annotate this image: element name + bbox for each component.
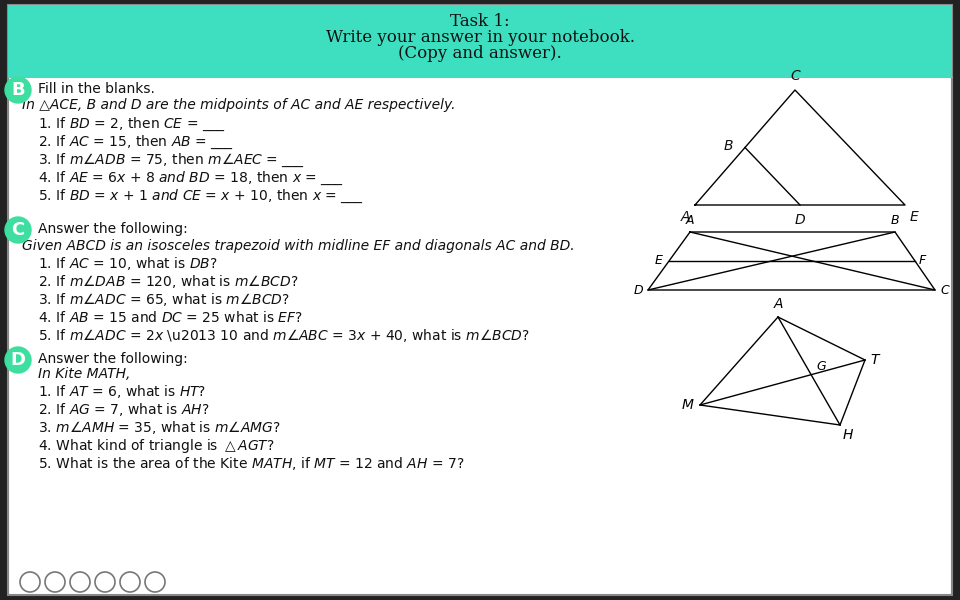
Text: Answer the following:: Answer the following: [38, 222, 188, 236]
Text: D: D [634, 283, 643, 296]
Text: T: T [870, 353, 878, 367]
Text: B: B [12, 81, 25, 99]
Text: A: A [685, 214, 694, 227]
Text: D: D [795, 213, 805, 227]
Text: (Copy and answer).: (Copy and answer). [398, 45, 562, 62]
Text: 3. If $m\angle ADC$ = 65, what is $m\angle BCD$?: 3. If $m\angle ADC$ = 65, what is $m\ang… [38, 292, 290, 308]
Text: C: C [12, 221, 25, 239]
Circle shape [5, 347, 31, 373]
Text: Fill in the blanks.: Fill in the blanks. [38, 82, 155, 96]
Text: 5. If $m\angle ADC$ = 2$x$ \u2013 10 and $m\angle ABC$ = 3$x$ + 40, what is $m\a: 5. If $m\angle ADC$ = 2$x$ \u2013 10 and… [38, 328, 530, 344]
Text: 4. If $AB$ = 15 and $DC$ = 25 what is $EF$?: 4. If $AB$ = 15 and $DC$ = 25 what is $E… [38, 311, 303, 325]
Text: 2. If $AC$ = 15, then $AB$ = ___: 2. If $AC$ = 15, then $AB$ = ___ [38, 133, 233, 151]
Text: A: A [681, 210, 690, 224]
FancyBboxPatch shape [8, 5, 952, 595]
Text: 5. If $BD$ = $x$ + 1 $and$ $CE$ = $x$ + 10, then $x$ = ___: 5. If $BD$ = $x$ + 1 $and$ $CE$ = $x$ + … [38, 187, 364, 205]
Text: 5. What is the area of the Kite $MATH$, if $MT$ = 12 and $AH$ = 7?: 5. What is the area of the Kite $MATH$, … [38, 455, 465, 473]
Text: Write your answer in your notebook.: Write your answer in your notebook. [325, 29, 635, 46]
Text: A: A [773, 297, 782, 311]
Text: 2. If $m\angle DAB$ = 120, what is $m\angle BCD$?: 2. If $m\angle DAB$ = 120, what is $m\an… [38, 274, 299, 290]
Text: C: C [790, 69, 800, 83]
Text: 3. If $m\angle ADB$ = 75, then $m\angle AEC$ = ___: 3. If $m\angle ADB$ = 75, then $m\angle … [38, 151, 305, 169]
Circle shape [5, 77, 31, 103]
Text: Given ABCD is an isosceles trapezoid with midline EF and diagonals AC and BD.: Given ABCD is an isosceles trapezoid wit… [22, 239, 575, 253]
Text: D: D [11, 351, 26, 369]
Text: B: B [724, 139, 733, 152]
Text: E: E [655, 254, 663, 268]
Text: 3. $m\angle AMH$ = 35, what is $m\angle AMG$?: 3. $m\angle AMH$ = 35, what is $m\angle … [38, 419, 281, 437]
Text: Answer the following:: Answer the following: [38, 352, 188, 366]
Text: 1. If $AT$ = 6, what is $HT$?: 1. If $AT$ = 6, what is $HT$? [38, 383, 206, 401]
Text: E: E [910, 210, 919, 224]
FancyBboxPatch shape [8, 5, 952, 77]
Text: In Kite MATH,: In Kite MATH, [38, 367, 131, 381]
Text: G: G [816, 359, 826, 373]
Text: B: B [891, 214, 900, 227]
Text: In △ACE, B and D are the midpoints of AC and AE respectively.: In △ACE, B and D are the midpoints of AC… [22, 98, 455, 112]
Text: 4. What kind of triangle is $\triangle AGT$?: 4. What kind of triangle is $\triangle A… [38, 437, 275, 455]
Text: C: C [940, 283, 948, 296]
Text: H: H [843, 428, 853, 442]
Text: 1. If $AC$ = 10, what is $DB$?: 1. If $AC$ = 10, what is $DB$? [38, 256, 218, 272]
Text: M: M [682, 398, 694, 412]
Text: F: F [919, 254, 926, 268]
Text: Task 1:: Task 1: [450, 13, 510, 30]
Text: 4. If $AE$ = 6$x$ + 8 $and$ $BD$ = 18, then $x$ = ___: 4. If $AE$ = 6$x$ + 8 $and$ $BD$ = 18, t… [38, 169, 344, 187]
Circle shape [5, 217, 31, 243]
Text: 2. If $AG$ = 7, what is $AH$?: 2. If $AG$ = 7, what is $AH$? [38, 401, 209, 419]
Text: 1. If $BD$ = 2, then $CE$ = ___: 1. If $BD$ = 2, then $CE$ = ___ [38, 115, 226, 133]
